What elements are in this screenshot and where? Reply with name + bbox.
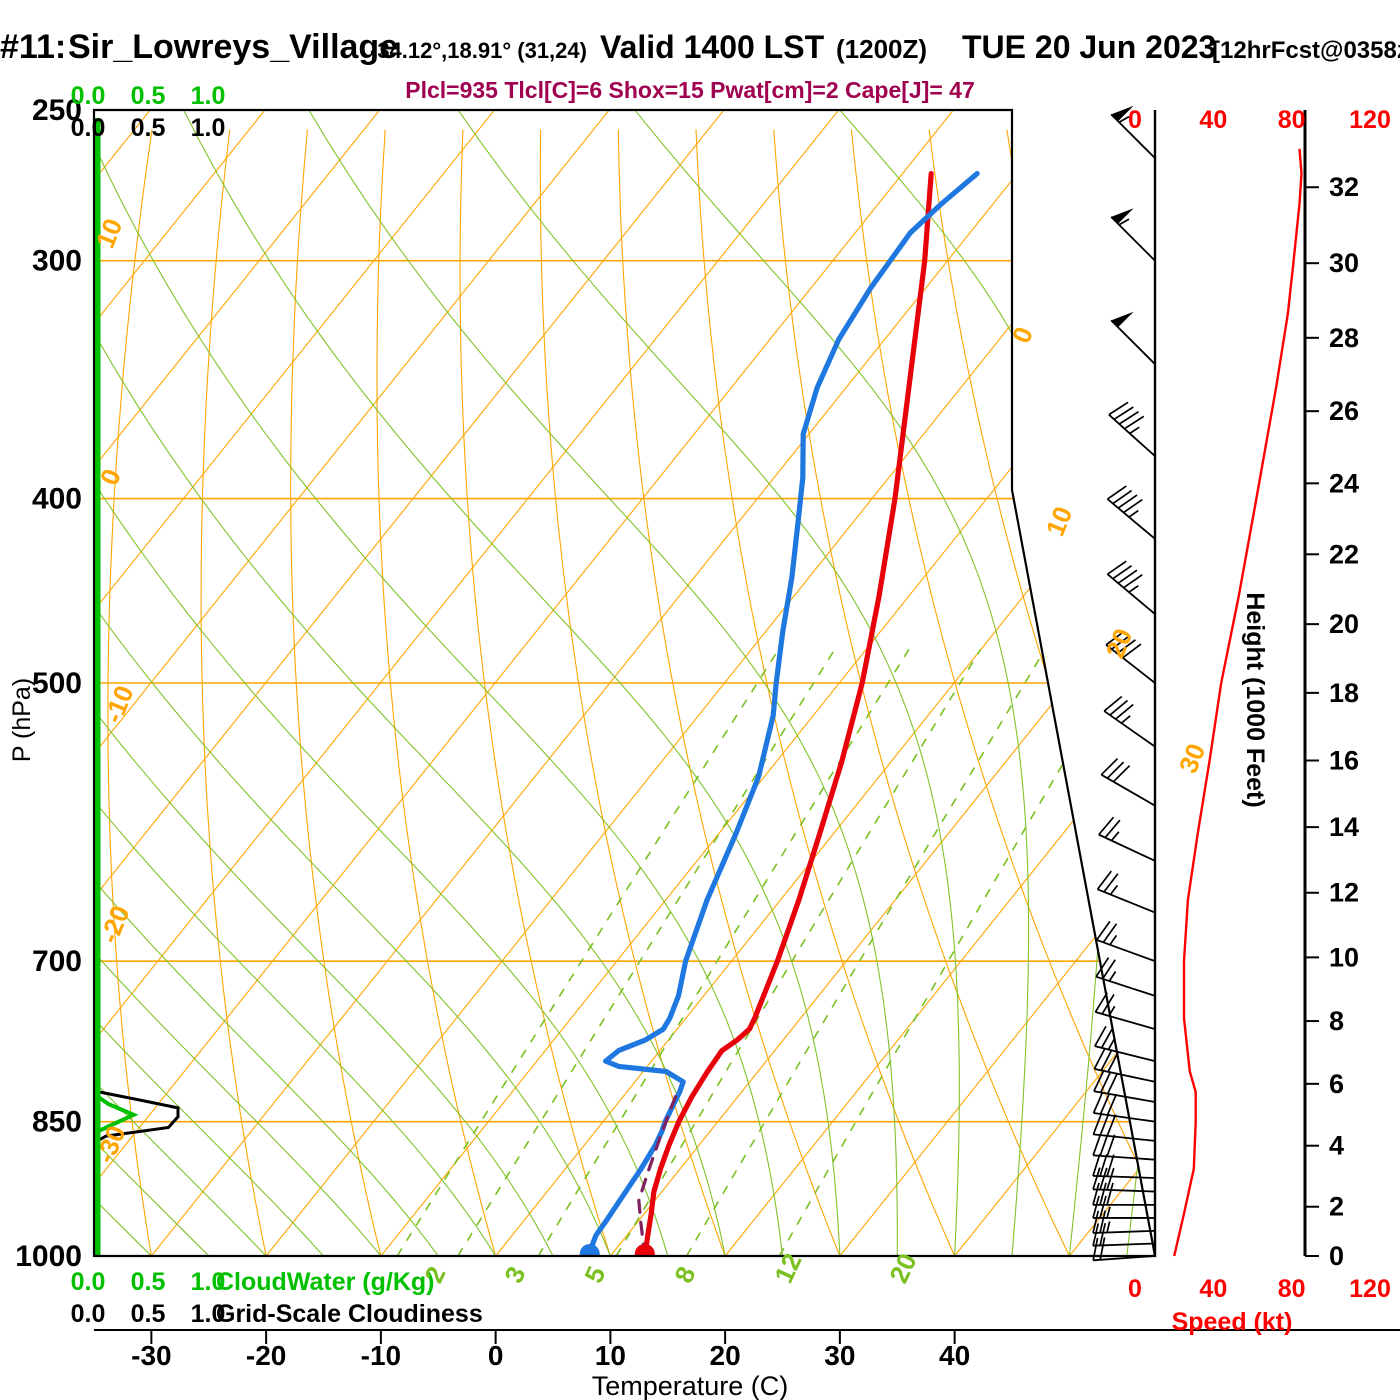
- svg-text:26: 26: [1329, 396, 1359, 426]
- svg-text:4: 4: [1329, 1131, 1344, 1161]
- svg-text:2: 2: [1329, 1192, 1344, 1222]
- pressure-tick: 700: [32, 945, 82, 978]
- temperature-tick: 30: [824, 1340, 855, 1371]
- speed-tick-top: 120: [1349, 106, 1391, 134]
- pressure-axis-label: P (hPa): [8, 678, 36, 762]
- surface-dewpoint-dot: [579, 1244, 600, 1256]
- temperature-tick: -20: [246, 1340, 286, 1371]
- svg-text:16: 16: [1329, 746, 1359, 776]
- speed-tick-bottom: 120: [1349, 1275, 1391, 1303]
- series-temperature: [642, 171, 934, 1256]
- svg-text:32: 32: [1329, 172, 1359, 202]
- temperature-tick: 20: [710, 1340, 741, 1371]
- isotherm-label-right: 0: [1006, 323, 1039, 348]
- valid-date: TUE 20 Jun 2023: [962, 29, 1216, 65]
- temperature-tick: 0: [488, 1340, 504, 1371]
- wind-barbs: [1092, 105, 1156, 1262]
- sounding-indices: Plcl=935 Tlcl[C]=6 Shox=15 Pwat[cm]=2 Ca…: [405, 77, 975, 103]
- svg-text:18: 18: [1329, 678, 1359, 708]
- valid-time: Valid 1400 LST: [600, 29, 825, 65]
- cloudiness-tick-bottom: 1.0: [191, 1300, 226, 1328]
- cloudwater-tick-bottom: 1.0: [191, 1268, 226, 1296]
- station-name: Sir_Lowreys_Village: [68, 28, 398, 66]
- cloudiness-tick-bottom: 0.5: [131, 1300, 166, 1328]
- station-coords: -34.12°,18.91° (31,24): [370, 38, 587, 63]
- svg-text:28: 28: [1329, 323, 1359, 353]
- forecast-info: [12hrFcst@0358z]: [1212, 37, 1400, 64]
- speed-tick-bottom: 0: [1128, 1275, 1142, 1303]
- pressure-tick: 300: [32, 245, 82, 278]
- svg-text:8: 8: [1329, 1006, 1344, 1036]
- isotherm-label-right: 10: [1040, 502, 1079, 540]
- temperature-axis-label: Temperature (C): [592, 1371, 789, 1400]
- mixing-ratio-label: 12: [768, 1249, 807, 1288]
- temperature-tick: 40: [939, 1340, 970, 1371]
- cloudiness-tick-top: 1.0: [191, 114, 226, 142]
- valid-time-z: (1200Z): [836, 34, 927, 64]
- isotherm-label-right: 30: [1173, 739, 1212, 777]
- cloudiness-tick-bottom: 0.0: [71, 1300, 106, 1328]
- cloudwater-tick-top: 1.0: [191, 82, 226, 110]
- speed-axis-label: Speed (kt): [1172, 1308, 1293, 1336]
- svg-text:12: 12: [1329, 878, 1359, 908]
- speed-tick-top: 0: [1128, 106, 1142, 134]
- series-dewpoint: [587, 171, 980, 1256]
- speed-profile: [1173, 148, 1303, 1257]
- dry-adiabat-label: -10: [98, 681, 140, 727]
- mixing-ratio-label: 8: [668, 1262, 701, 1288]
- cloudiness-axis-label: Grid-Scale Cloudiness: [216, 1300, 483, 1328]
- pressure-tick: 1000: [15, 1240, 82, 1273]
- temperature-tick: -30: [131, 1340, 171, 1371]
- temperature-tick: 10: [595, 1340, 626, 1371]
- temperature-tick: -10: [361, 1340, 401, 1371]
- cloudwater-axis-label: CloudWater (g/Kg): [216, 1268, 434, 1296]
- cloudiness-tick-top: 0.0: [71, 114, 106, 142]
- cloudwater-tick-bottom: 0.0: [71, 1268, 106, 1296]
- mixing-ratio-label: 5: [578, 1262, 611, 1288]
- surface-temperature-dot: [634, 1244, 655, 1256]
- svg-text:22: 22: [1329, 539, 1359, 569]
- speed-tick-bottom: 80: [1278, 1275, 1306, 1303]
- svg-text:6: 6: [1329, 1069, 1344, 1099]
- pressure-tick: 500: [32, 667, 82, 700]
- svg-text:20: 20: [1329, 609, 1359, 639]
- speed-tick-bottom: 40: [1199, 1275, 1227, 1303]
- svg-text:14: 14: [1329, 812, 1359, 842]
- cloudwater-tick-top: 0.0: [71, 82, 106, 110]
- speed-tick-top: 40: [1199, 106, 1227, 134]
- pressure-tick: 250: [32, 94, 82, 127]
- pressure-tick: 850: [32, 1106, 82, 1139]
- pressure-tick: 400: [32, 483, 82, 516]
- cloudwater-profile: [94, 1071, 139, 1151]
- svg-text:24: 24: [1329, 468, 1359, 498]
- cloudiness-tick-top: 0.5: [131, 114, 166, 142]
- plot-frame: [92, 108, 1157, 1258]
- cloudwater-tick-top: 0.5: [131, 82, 166, 110]
- svg-text:0: 0: [1329, 1241, 1344, 1271]
- svg-text:30: 30: [1329, 248, 1359, 278]
- mixing-ratio-label: 20: [883, 1249, 922, 1288]
- speed-tick-top: 80: [1278, 106, 1306, 134]
- mixing-ratio-label: 3: [498, 1262, 531, 1288]
- svg-text:10: 10: [1329, 942, 1359, 972]
- station-id: #11:: [0, 28, 66, 66]
- series-parcel: [637, 1090, 679, 1256]
- cloudwater-tick-bottom: 0.5: [131, 1268, 166, 1296]
- isotherm-label-right: 20: [1100, 624, 1139, 662]
- height-axis-label: Height (1000 Feet): [1241, 592, 1269, 807]
